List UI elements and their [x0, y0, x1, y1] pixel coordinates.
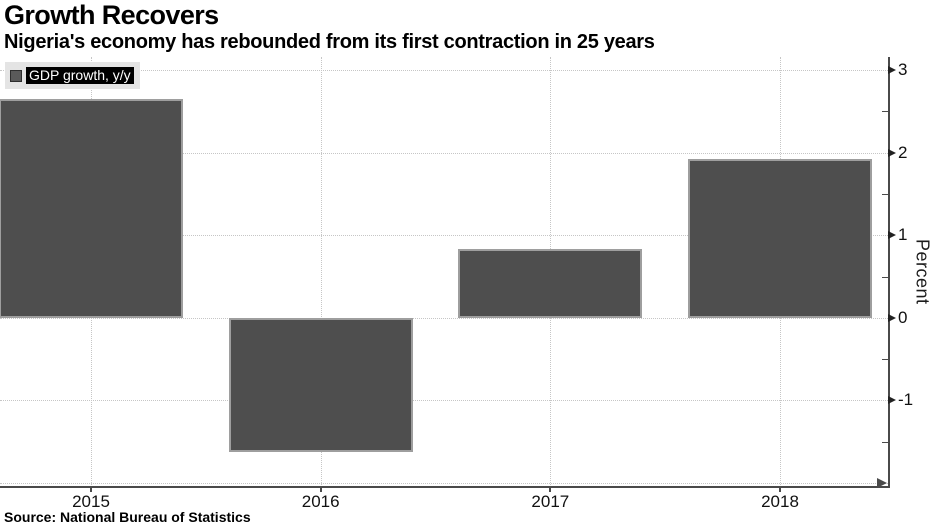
legend[interactable]: GDP growth, y/y: [5, 62, 140, 89]
x-tick: [779, 487, 781, 492]
gridline-horizontal: [0, 152, 888, 154]
x-tick-label: 2016: [301, 492, 340, 511]
y-tick-minor: [882, 194, 888, 195]
axis-arrow-icon: [877, 477, 887, 488]
y-tick-major-icon: [888, 231, 896, 240]
y-axis-title: Percent: [908, 57, 936, 487]
plot-area: -1 0 1 2 3 2015 2016 2017 2018: [0, 57, 940, 511]
y-tick-label: -1: [898, 390, 914, 410]
y-tick-minor: [882, 111, 888, 113]
chart-title: Growth Recovers: [4, 0, 219, 30]
y-tick-label: 0: [898, 307, 908, 327]
gridline-horizontal: [0, 317, 888, 319]
y-tick-major-icon: [888, 66, 896, 75]
x-tick-label: 2018: [761, 492, 799, 511]
bar-2018: [688, 158, 872, 318]
x-tick-label: 2015: [72, 492, 110, 511]
chart-subtitle: Nigeria's economy has rebounded from its…: [4, 31, 655, 53]
bar-2015: [0, 99, 183, 318]
y-tick-label: 3: [898, 60, 908, 80]
y-tick-minor: [882, 359, 888, 361]
y-tick-minor: [882, 441, 888, 443]
x-tick: [319, 487, 322, 492]
x-tick: [90, 487, 92, 492]
gridline-horizontal: [0, 482, 888, 484]
y-tick-label: 1: [898, 225, 908, 245]
legend-series-marker-icon: [10, 69, 22, 82]
bar-2017: [458, 249, 643, 318]
gridline-horizontal: [0, 235, 888, 237]
gridline-horizontal: [0, 70, 888, 72]
y-tick-minor: [882, 276, 888, 278]
legend-series-label: GDP growth, y/y: [26, 67, 134, 84]
y-tick-major-icon: [888, 396, 896, 405]
y-axis-title-text: Percent: [912, 239, 933, 305]
y-tick-major-icon: [888, 313, 896, 322]
gridline-horizontal: [0, 400, 888, 402]
x-tick-label: 2017: [531, 492, 570, 511]
source-credit: Source: National Bureau of Statistics: [4, 509, 251, 525]
x-axis-line: [0, 486, 889, 488]
y-tick-label: 2: [898, 142, 908, 162]
gridline-vertical: [320, 57, 322, 487]
x-tick: [549, 487, 552, 492]
bar-2016: [228, 317, 413, 452]
y-tick-major-icon: [888, 148, 896, 157]
y-axis-line: [888, 57, 890, 488]
